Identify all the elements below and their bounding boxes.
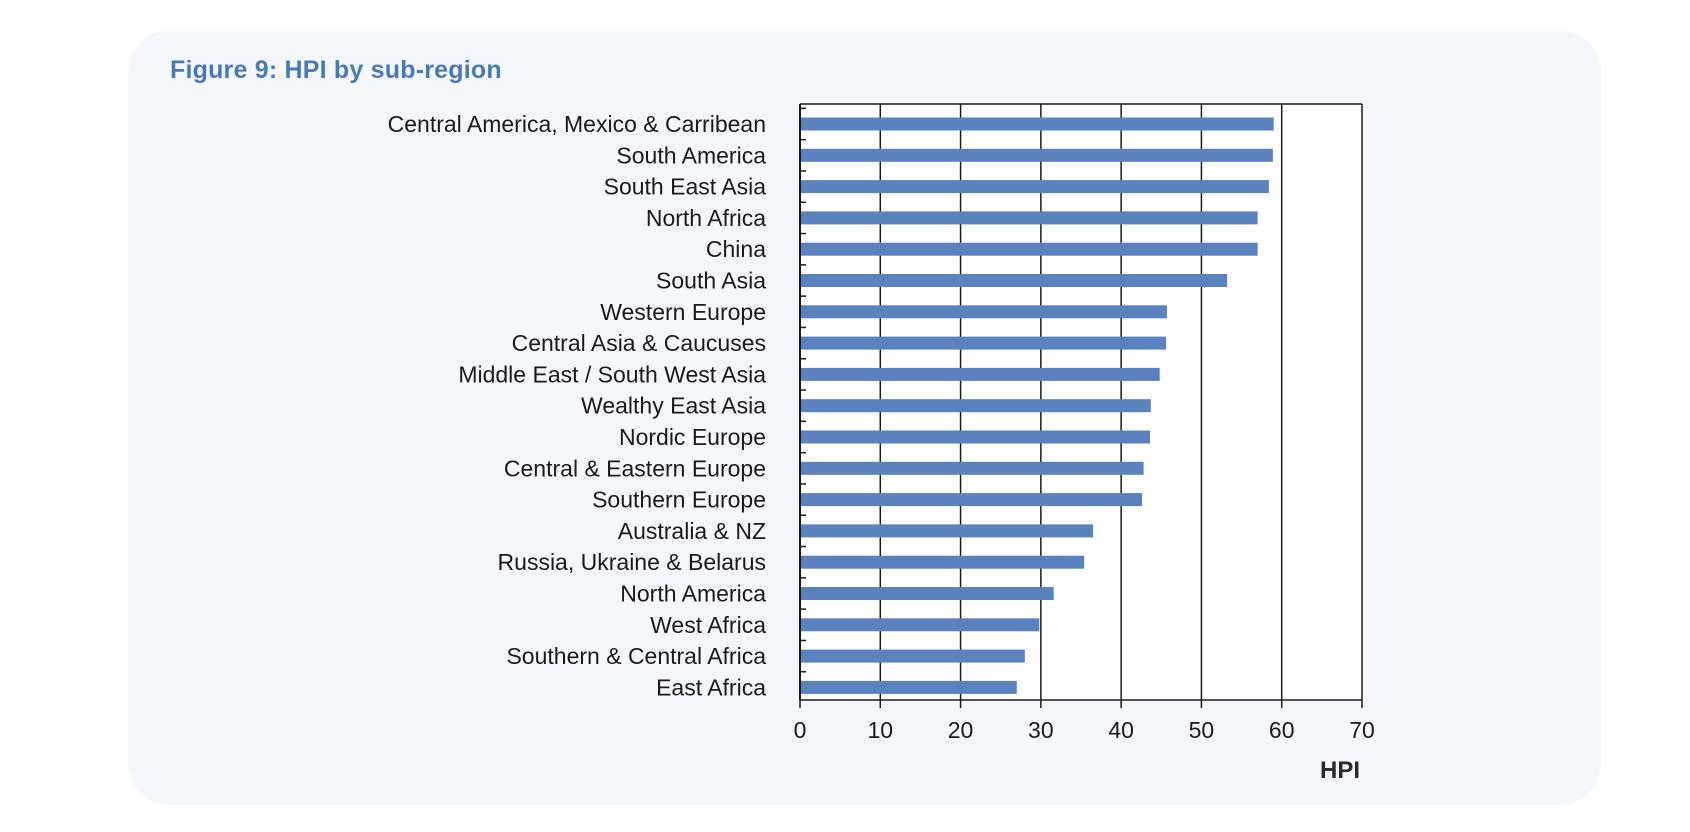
bar-1 (800, 148, 1273, 162)
category-label-2: South East Asia (604, 174, 767, 200)
bar-0 (800, 117, 1274, 131)
x-tick-label-40: 40 (1108, 717, 1134, 743)
x-tick-label-0: 0 (794, 717, 807, 743)
axes (799, 103, 1363, 708)
bar-16 (800, 618, 1040, 632)
category-label-12: Southern Europe (592, 487, 766, 513)
x-tick-label-10: 10 (867, 717, 893, 743)
category-label-9: Wealthy East Asia (581, 393, 766, 419)
category-label-1: South America (616, 142, 766, 168)
bar-6 (800, 305, 1167, 319)
x-tick-label-50: 50 (1189, 717, 1215, 743)
bar-7 (800, 336, 1167, 350)
category-label-0: Central America, Mexico & Carribean (388, 111, 766, 137)
bar-5 (800, 274, 1228, 287)
bar-9 (800, 399, 1151, 413)
category-label-18: East Africa (656, 674, 766, 700)
bars (800, 117, 1274, 694)
category-label-3: North Africa (646, 205, 766, 231)
bar-11 (800, 461, 1144, 475)
bar-15 (800, 587, 1054, 600)
x-tick-label-30: 30 (1028, 717, 1054, 743)
bar-12 (800, 493, 1143, 507)
bar-2 (800, 180, 1269, 194)
bar-10 (800, 430, 1151, 444)
category-label-14: Russia, Ukraine & Belarus (498, 549, 766, 575)
category-label-6: Western Europe (600, 299, 766, 325)
category-label-5: South Asia (656, 268, 766, 294)
category-label-17: Southern & Central Africa (506, 643, 766, 669)
figure-title: Figure 9: HPI by sub-region (170, 56, 502, 84)
bar-13 (800, 524, 1094, 538)
category-labels: Central America, Mexico & Carribean South… (388, 111, 767, 700)
bar-4 (800, 242, 1258, 256)
category-label-7: Central Asia & Caucuses (512, 330, 766, 356)
category-label-13: Australia & NZ (618, 518, 766, 544)
bar-8 (800, 367, 1160, 381)
bar-14 (800, 555, 1085, 569)
x-tick-label-20: 20 (948, 717, 974, 743)
category-label-11: Central & Eastern Europe (504, 455, 766, 481)
bar-3 (800, 211, 1258, 225)
x-tick-label-60: 60 (1269, 717, 1295, 743)
x-tick-label-70: 70 (1349, 717, 1375, 743)
category-label-15: North America (620, 581, 766, 607)
bar-18 (800, 680, 1017, 694)
x-tick-labels: 0 10 20 30 40 50 60 70 (794, 717, 1375, 743)
category-label-10: Nordic Europe (619, 424, 766, 450)
category-label-8: Middle East / South West Asia (458, 361, 766, 387)
x-axis-title: HPI (1320, 757, 1360, 784)
category-label-4: China (706, 236, 766, 262)
category-label-16: West Africa (650, 612, 766, 638)
bar-17 (800, 649, 1025, 663)
